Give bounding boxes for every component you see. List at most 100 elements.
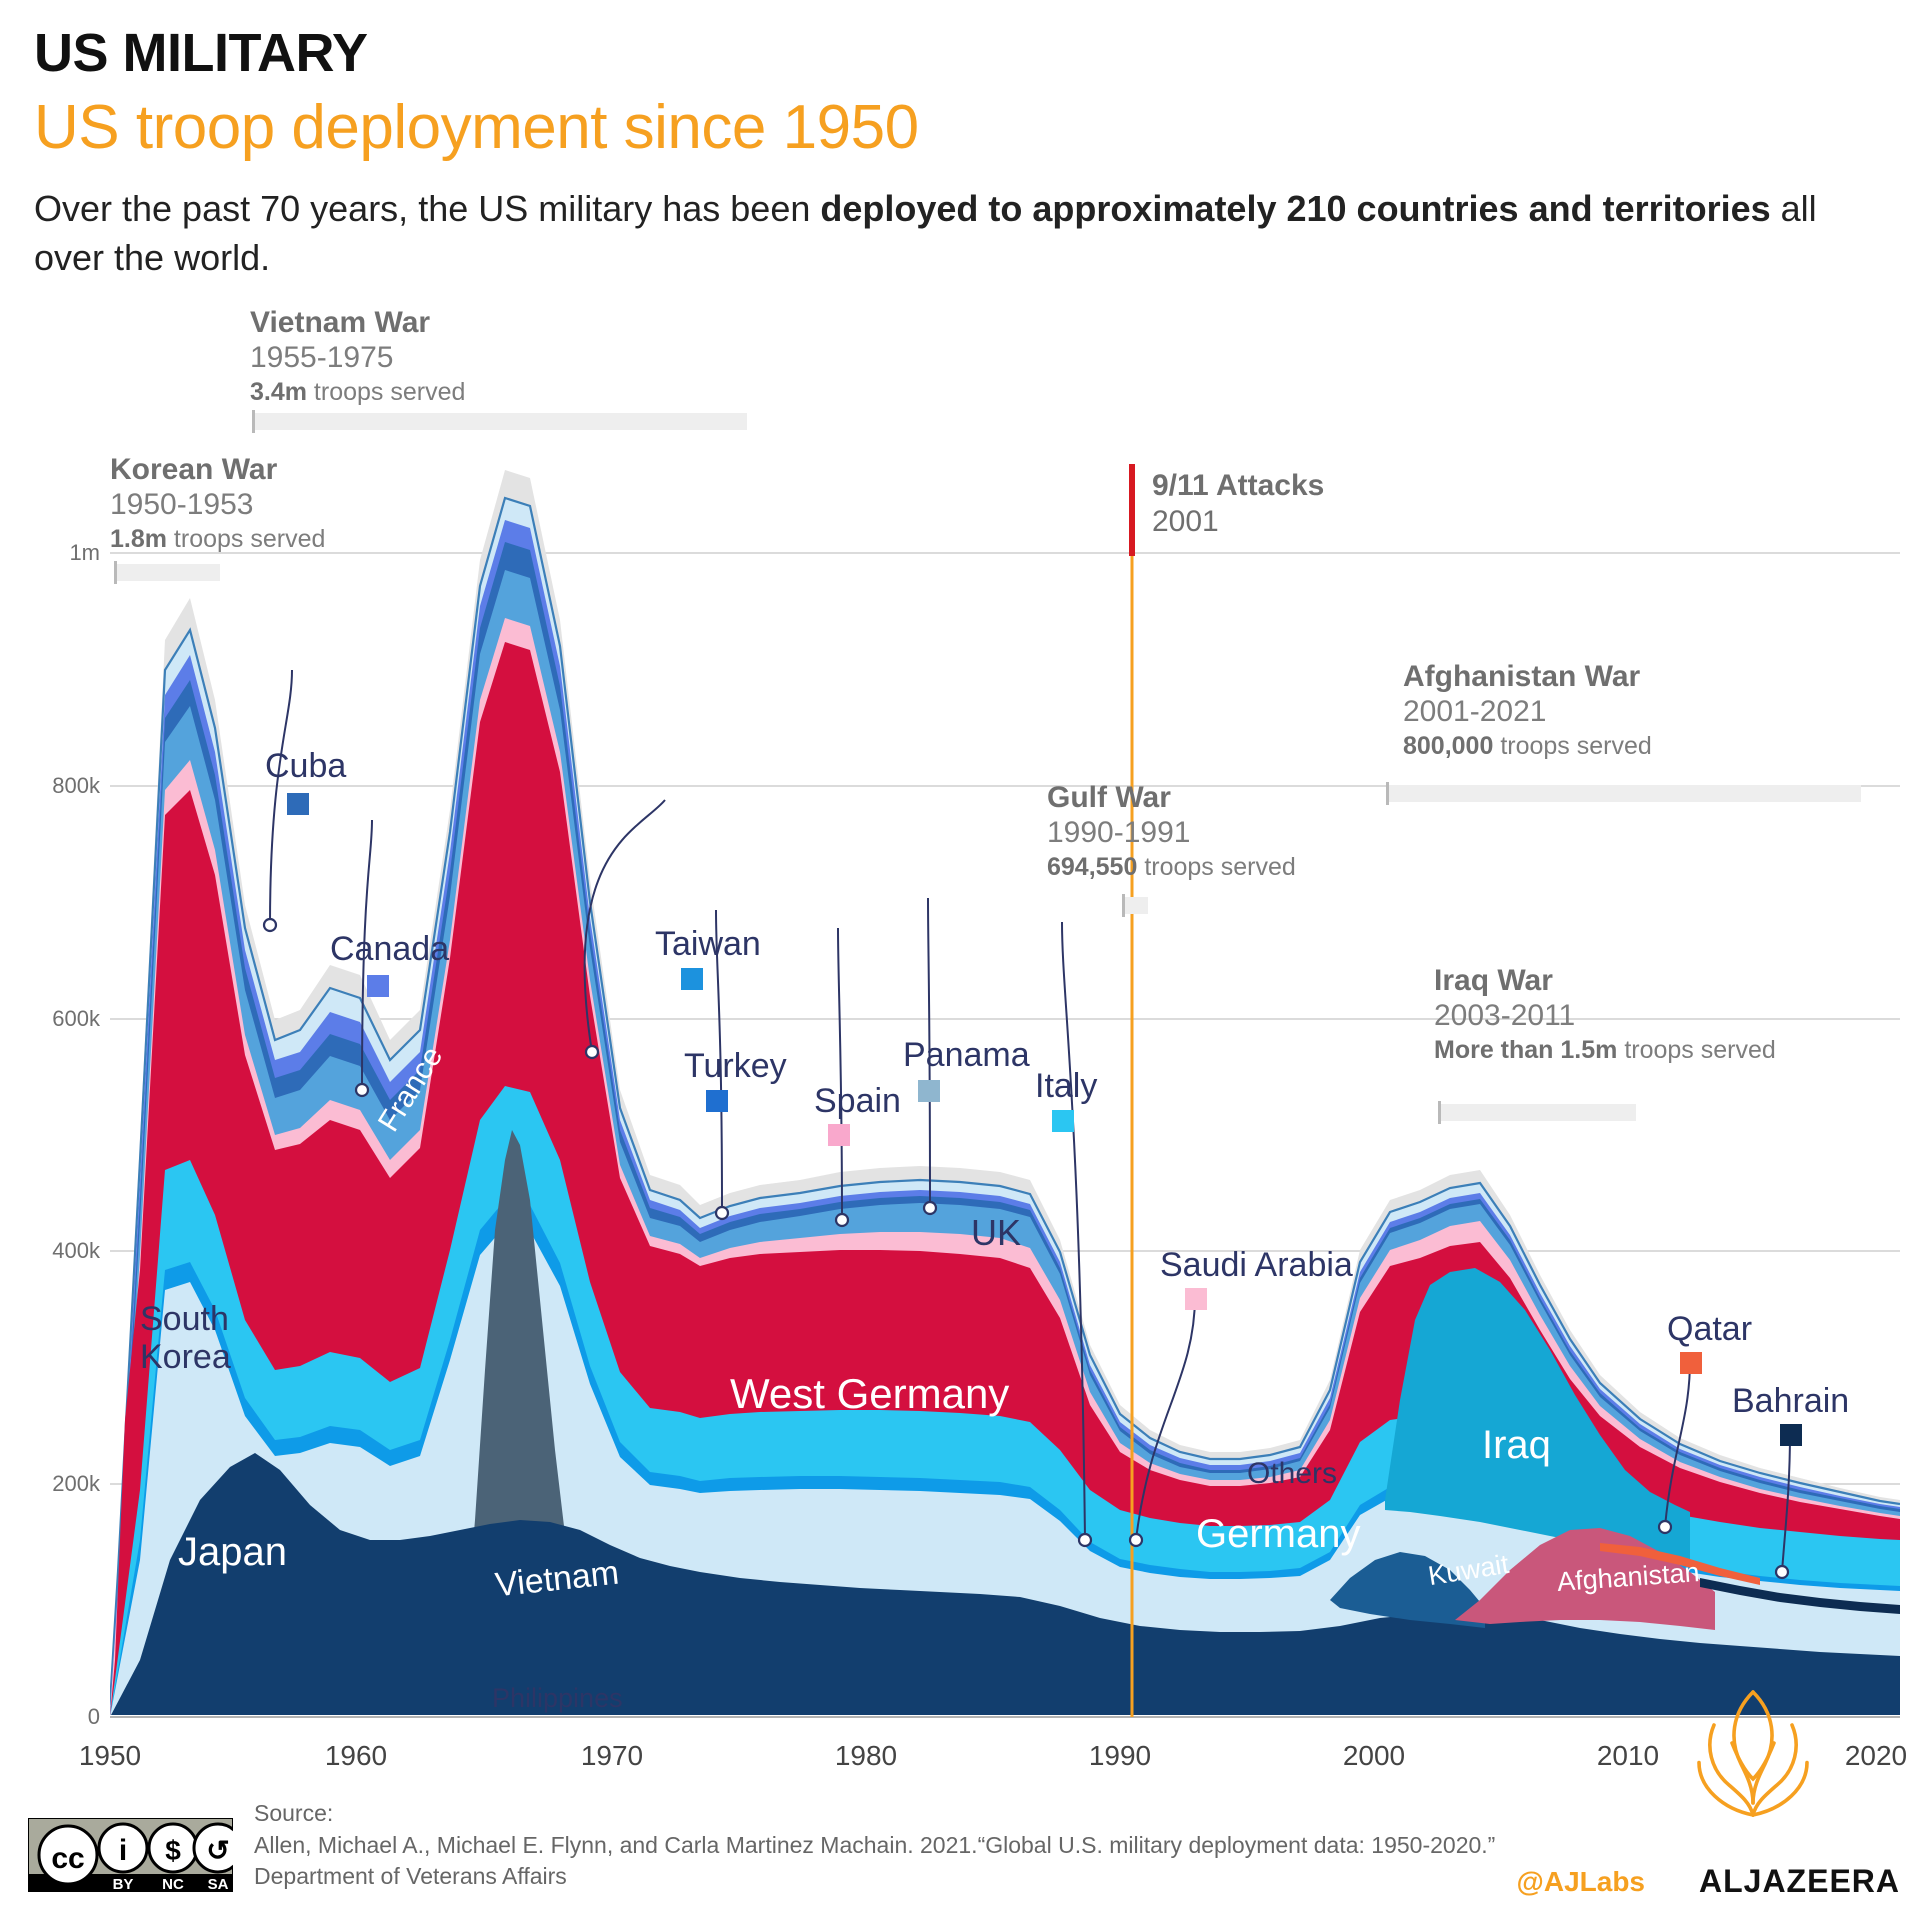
ytick-0: 0 xyxy=(87,1704,100,1729)
iraq-war-bar xyxy=(1438,1101,1636,1124)
page-standfirst: Over the past 70 years, the US military … xyxy=(34,185,1834,282)
area-west-germany xyxy=(110,642,1900,1715)
standfirst-bold: deployed to approximately 210 countries … xyxy=(820,188,1771,229)
gulf-war-title: Gulf War xyxy=(1047,781,1171,814)
standfirst-part1: Over the past 70 years, the US military … xyxy=(34,188,821,229)
annotation-afghanistan-war: Afghanistan War 2001-2021 800,000 troops… xyxy=(1403,659,1652,762)
svg-text:cc: cc xyxy=(51,1842,84,1875)
cc-nc-text: NC xyxy=(162,1876,184,1892)
callout-canada-swatch xyxy=(367,975,389,997)
source-label: Source: xyxy=(254,1800,334,1826)
xtick-2010: 2010 xyxy=(1596,1740,1660,1771)
iraq-war-troops-suffix: troops served xyxy=(1617,1035,1776,1064)
ytick-1m: 1m xyxy=(69,540,100,565)
aj-labs-handle[interactable]: @AJLabs xyxy=(1516,1866,1645,1897)
source-citation: Allen, Michael A., Michael E. Flynn, and… xyxy=(254,1831,1496,1858)
standfirst-part2: all over the world. xyxy=(34,188,1817,278)
callout-spain-swatch xyxy=(828,1124,850,1146)
vietnam-war-troops-suffix: troops served xyxy=(306,377,466,406)
gulf-war-troops-suffix: troops served xyxy=(1137,852,1296,881)
area-vietnam xyxy=(441,1130,600,1715)
area-bahrain xyxy=(1700,1578,1900,1614)
label-vietnam: Vietnam xyxy=(493,1553,621,1605)
label-france: France xyxy=(372,1040,450,1138)
area-others xyxy=(110,470,1900,1715)
vietnam-war-years: 1955-1975 xyxy=(250,341,394,375)
label-afghanistan: Afghanistan xyxy=(1556,1557,1701,1597)
callout-qatar-swatch xyxy=(1680,1352,1702,1374)
label-japan: Japan xyxy=(178,1530,287,1574)
area-saudi-spain xyxy=(110,618,1900,1715)
korean-war-years: 1950-1953 xyxy=(110,488,254,522)
afghanistan-war-troops: 800,000 troops served xyxy=(1403,730,1652,763)
vietnam-war-title: Vietnam War xyxy=(250,306,431,339)
callout-leaders xyxy=(269,669,1791,1573)
xtick-1950: 1950 xyxy=(78,1740,142,1771)
callout-italy-label: Italy xyxy=(1035,1067,1098,1105)
event-9-11-year: 2001 xyxy=(1152,505,1219,538)
xtick-2000: 2000 xyxy=(1342,1740,1406,1771)
cc-by-text: BY xyxy=(113,1876,134,1892)
vietnam-war-troops: 3.4m troops served xyxy=(250,376,465,409)
aljazeera-logo-icon xyxy=(1697,1690,1809,1817)
callout-turkey-swatch xyxy=(706,1090,728,1112)
xtick-1970: 1970 xyxy=(580,1740,644,1771)
area-iraq xyxy=(1385,1268,1690,1560)
afghanistan-war-bar xyxy=(1386,782,1861,805)
svg-text:↺: ↺ xyxy=(206,1835,229,1866)
annotation-iraq-war: Iraq War 2003-2011 More than 1.5m troops… xyxy=(1434,963,1776,1066)
callout-italy-swatch xyxy=(1052,1110,1074,1132)
callout-bahrain-label: Bahrain xyxy=(1732,1382,1850,1420)
xtick-2020: 2020 xyxy=(1844,1740,1908,1771)
callout-bahrain-swatch xyxy=(1780,1424,1802,1446)
iraq-war-years: 2003-2011 xyxy=(1434,999,1576,1033)
annotation-korean-war: Korean War 1950-1953 1.8m troops served xyxy=(110,452,325,555)
vietnam-war-bar xyxy=(252,410,747,433)
callout-saudi-arabia-swatch xyxy=(1185,1288,1207,1310)
source-secondary: Department of Veterans Affairs xyxy=(254,1863,567,1890)
annotation-vietnam-war: Vietnam War 1955-1975 3.4m troops served xyxy=(250,305,465,408)
afghanistan-war-title: Afghanistan War xyxy=(1403,660,1641,693)
xtick-1960: 1960 xyxy=(324,1740,388,1771)
label-west-germany: West Germany xyxy=(730,1370,1010,1417)
iraq-war-troops: More than 1.5m troops served xyxy=(1434,1034,1776,1067)
gulf-war-troops-value: 694,550 xyxy=(1047,852,1138,881)
ytick-200k: 200k xyxy=(52,1471,100,1496)
iraq-war-title: Iraq War xyxy=(1434,964,1553,997)
gulf-war-years: 1990-1991 xyxy=(1047,816,1191,850)
gulf-war-troops: 694,550 troops served xyxy=(1047,851,1296,884)
cc-sa-text: SA xyxy=(208,1876,229,1892)
area-philippines xyxy=(110,1200,1900,1715)
page-title: US troop deployment since 1950 xyxy=(34,93,919,162)
event-9-11-marker xyxy=(1129,464,1135,556)
callout-cuba-label: Cuba xyxy=(265,747,347,785)
korean-war-troops-value: 1.8m xyxy=(110,524,167,553)
label-germany: Germany xyxy=(1196,1512,1361,1556)
event-9-11-label: 9/11 Attacks 2001 xyxy=(1152,468,1324,540)
callout-cuba-swatch xyxy=(287,793,309,815)
callout-taiwan-swatch xyxy=(681,968,703,990)
event-9-11-title: 9/11 Attacks xyxy=(1152,469,1325,502)
afghanistan-war-troops-suffix: troops served xyxy=(1493,731,1652,760)
callout-saudi-arabia-label: Saudi Arabia xyxy=(1160,1246,1353,1284)
xtick-1990: 1990 xyxy=(1088,1740,1152,1771)
ytick-400k: 400k xyxy=(52,1238,100,1263)
callout-qatar-label: Qatar xyxy=(1667,1310,1753,1348)
ytick-600k: 600k xyxy=(52,1006,100,1031)
label-kuwait: Kuwait xyxy=(1426,1548,1511,1592)
page-kicker: US MILITARY xyxy=(34,23,368,83)
korean-war-bar xyxy=(114,561,220,584)
afghanistan-war-troops-value: 800,000 xyxy=(1403,731,1494,760)
label-others: Others xyxy=(1247,1457,1338,1490)
afghanistan-war-years: 2001-2021 xyxy=(1403,695,1547,729)
callout-taiwan-label: Taiwan xyxy=(655,925,761,963)
svg-text:$: $ xyxy=(165,1835,181,1866)
label-philippines: Philippines xyxy=(492,1683,623,1713)
callout-spain-label: Spain xyxy=(814,1082,901,1120)
label-iraq: Iraq xyxy=(1482,1423,1551,1467)
callout-panama-swatch xyxy=(918,1080,940,1102)
callout-panama-label: Panama xyxy=(903,1036,1030,1074)
gulf-war-bar xyxy=(1122,894,1148,917)
area-south-korea xyxy=(110,1226,1900,1715)
